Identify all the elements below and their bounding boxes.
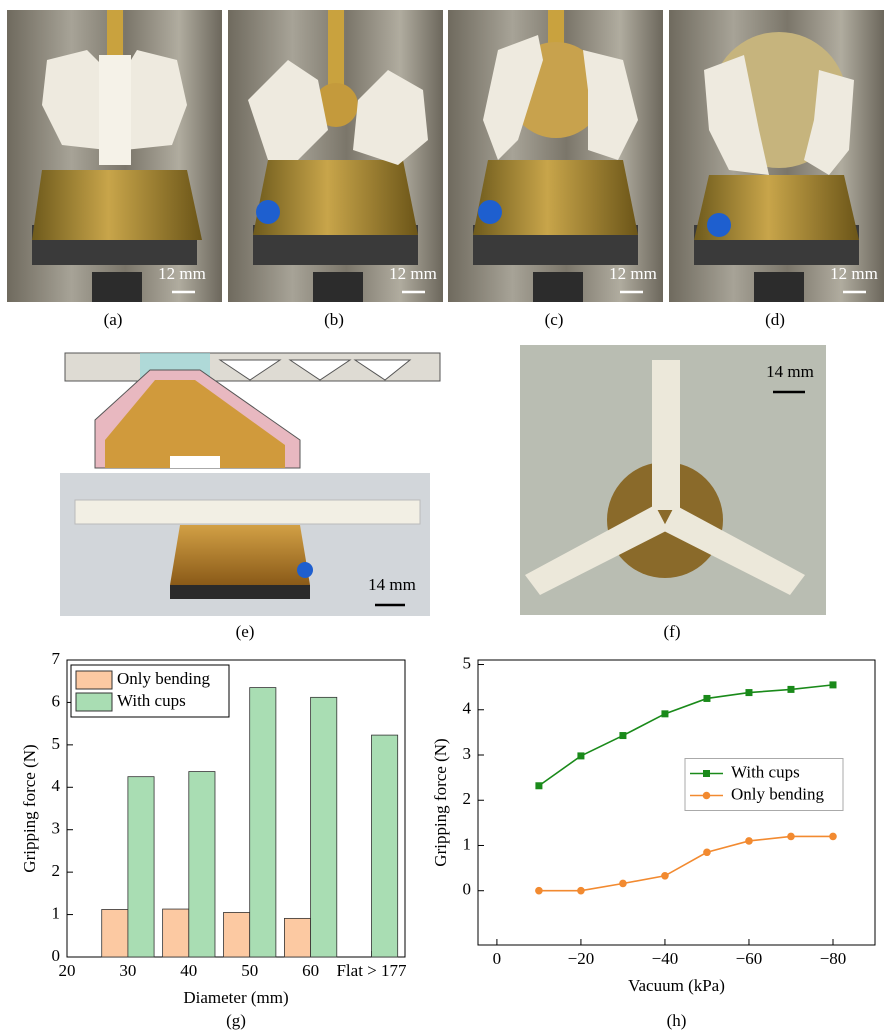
y-axis-label: Gripping force (N) [431,738,450,866]
scale-label: 14 mm [766,362,814,381]
x-tick-label: Flat > 177 [336,961,407,980]
y-tick-label: 6 [52,691,61,710]
x-tick-label: 60 [302,961,319,980]
legend-label: With cups [731,762,800,781]
y-tick-label: 5 [52,734,61,753]
marker [577,752,584,759]
bar [284,918,310,957]
panel-e: 14 mm (e) [60,353,440,641]
chart: 0 1 2 3 4 5 0 −20 −40 −60 −80 Vacuum (kPa) Gripping … [431,653,875,1029]
marker [619,880,627,888]
panel-label: (b) [324,310,344,329]
marker [745,837,753,845]
marker [619,732,626,739]
figure: 12 mm 12 mm 12 mm 12 mm (a) (b) (c) (d) … [0,0,886,1034]
marker [829,833,837,841]
panel-label: (a) [104,310,123,329]
legend-label: Only bending [731,784,825,803]
line [539,836,833,890]
x-tick-label: 30 [119,961,136,980]
marker [535,887,543,895]
bar [163,909,189,957]
photo-b [228,10,443,302]
legend-swatch [76,671,112,689]
photo-d [669,10,884,302]
marker [745,689,752,696]
marker [703,695,710,702]
marker [829,681,836,688]
y-tick-label: 0 [463,880,472,899]
x-tick-label: 50 [241,961,258,980]
marker [661,872,669,880]
x-tick-label: −40 [652,949,679,968]
x-tick-label: −80 [820,949,847,968]
photo-a [7,10,222,302]
x-tick-label: 0 [493,949,502,968]
panel-f: 14 mm (f) [520,345,826,641]
y-tick-label: 1 [463,834,472,853]
y-tick-label: 5 [463,653,472,672]
y-tick-label: 2 [463,789,472,808]
marker [787,686,794,693]
y-tick-label: 3 [463,744,472,763]
page: {"panels": [ {"label": "(a)", "scale": "… [0,0,886,1034]
marker [703,848,711,856]
y-tick-label: 4 [463,699,472,718]
bar [102,909,128,957]
scale-label: 12 mm [158,264,206,283]
panel-label: (g) [226,1011,246,1030]
scale-label: 14 mm [368,575,416,594]
legend-marker [703,770,710,777]
panel-label: (c) [545,310,564,329]
y-axis-label: Gripping force (N) [20,744,39,872]
photo-c [448,10,663,302]
bar [224,912,250,957]
bar [189,772,215,957]
y-tick-label: 4 [52,776,61,795]
y-tick-label: 7 [52,649,61,668]
y-tick-label: 1 [52,903,61,922]
x-tick-label: 20 [59,961,76,980]
scale-label: 12 mm [830,264,878,283]
x-tick-label: −20 [568,949,595,968]
x-tick-label: 40 [180,961,197,980]
legend-swatch [76,693,112,711]
x-axis-label: Diameter (mm) [183,988,288,1007]
scale-label: 12 mm [389,264,437,283]
y-tick-label: 3 [52,819,61,838]
bar [128,777,154,957]
scale-label: 12 mm [609,264,657,283]
photo-row: 12 mm 12 mm 12 mm 12 mm (a) (b) (c) (d) [7,10,884,329]
panel-label: (e) [236,622,255,641]
marker [577,887,585,895]
marker [787,833,795,841]
marker [535,782,542,789]
x-tick-label: −60 [736,949,763,968]
panel-label: (f) [664,622,681,641]
bar [250,688,276,957]
marker [661,710,668,717]
legend-label: With cups [117,691,186,710]
panel-label: (h) [667,1011,687,1030]
bar [311,697,337,957]
x-axis-label: Vacuum (kPa) [628,976,725,995]
legend-marker [703,792,711,800]
legend-label: Only bending [117,669,211,688]
y-tick-label: 2 [52,861,61,880]
panel-label: (d) [765,310,785,329]
bar [372,735,398,957]
